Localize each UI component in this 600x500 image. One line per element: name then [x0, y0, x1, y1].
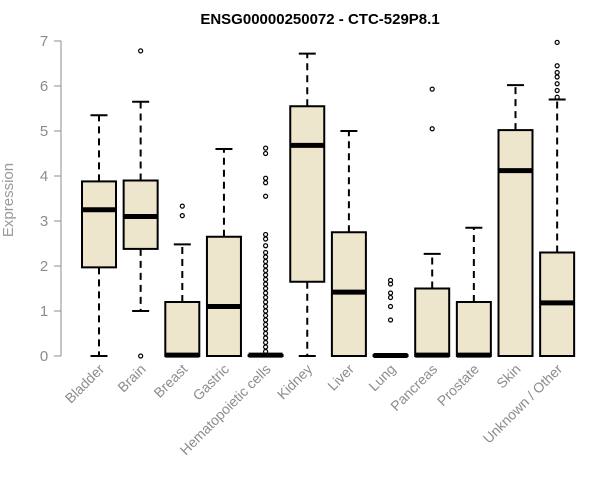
x-tick-label: Lung [365, 361, 398, 394]
x-tick-label: Liver [324, 361, 357, 394]
iqr-box [164, 301, 201, 357]
y-tick-label: 6 [40, 78, 48, 95]
outlier-point [263, 303, 269, 310]
iqr-box [289, 105, 326, 283]
outlier-point [263, 335, 269, 341]
box-lung [372, 277, 409, 359]
box-group [81, 39, 576, 359]
outlier-point [554, 69, 560, 76]
outlier-point [263, 254, 269, 260]
outlier-point [263, 231, 269, 238]
outlier-point [263, 243, 269, 249]
iqr-box [205, 235, 242, 357]
outlier-point [263, 276, 269, 283]
iqr-box [414, 287, 451, 357]
outlier-point [263, 180, 269, 186]
outlier-point [263, 317, 269, 323]
outlier-point [263, 290, 269, 296]
outlier-point [263, 299, 269, 305]
y-tick-label: 3 [40, 213, 48, 230]
outlier-point [263, 312, 269, 319]
outlier-point [263, 294, 269, 301]
outlier-point [263, 285, 269, 292]
outlier-point [554, 39, 560, 45]
y-tick-label: 5 [40, 123, 48, 140]
box-pancreas [414, 86, 451, 358]
box-prostate [455, 226, 492, 358]
iqr-box [497, 129, 534, 357]
x-tick-label: Bladder [62, 361, 108, 407]
outlier-point [263, 175, 269, 181]
box-unknown-other [539, 39, 576, 357]
iqr-box [455, 301, 492, 357]
box-liver [330, 130, 367, 357]
y-axis-label: Expression [0, 163, 17, 237]
outlier-point [179, 203, 185, 209]
y-tick-label: 1 [40, 303, 48, 320]
x-tick-label: Brain [114, 361, 148, 395]
x-tick-label: Breast [150, 361, 190, 401]
box-breast [164, 203, 201, 358]
y-tick-label: 7 [40, 33, 48, 50]
outlier-point [429, 126, 435, 132]
box-kidney [289, 52, 326, 357]
box-brain [122, 48, 159, 359]
box-bladder [81, 114, 117, 357]
chart-title: ENSG00000250072 - CTC-529P8.1 [200, 11, 439, 28]
outlier-point [263, 193, 269, 199]
y-axis: 0 1 2 3 4 5 6 7 [40, 33, 62, 365]
outlier-point [554, 63, 560, 69]
outlier-point [263, 308, 269, 314]
x-tick-label: Kidney [274, 361, 316, 403]
x-tick-label: Prostate [434, 361, 482, 409]
outlier-point [263, 249, 269, 256]
outlier-point [263, 258, 269, 265]
outlier-point [263, 263, 269, 269]
outlier-point [429, 86, 435, 92]
outlier-point [263, 339, 269, 346]
outlier-point [263, 272, 269, 278]
outlier-point [554, 81, 560, 87]
iqr-box [81, 180, 117, 269]
outlier-point [138, 353, 144, 359]
outlier-point [387, 294, 394, 301]
outlier-point [263, 330, 269, 337]
outlier-point [138, 48, 144, 54]
x-tick-label: Skin [493, 361, 524, 392]
outlier-point [263, 321, 269, 328]
outlier-point [263, 326, 269, 332]
outlier-point [263, 344, 269, 350]
outlier-point [263, 267, 269, 274]
y-tick-label: 0 [40, 348, 48, 365]
box-skin [497, 84, 534, 357]
outlier-point [554, 94, 560, 100]
outlier-point [179, 213, 185, 219]
outlier-point [387, 290, 394, 296]
outlier-point [387, 303, 394, 310]
x-tick-label: Unknown / Other [480, 361, 566, 447]
outlier-point [263, 150, 269, 157]
outlier-point [263, 145, 269, 151]
outlier-point [263, 281, 269, 287]
outlier-point [554, 87, 560, 94]
outlier-point [387, 317, 394, 323]
box-hematopoietic-cells [247, 145, 284, 358]
outlier-point [554, 74, 560, 80]
outlier-point [263, 236, 269, 242]
box-gastric [205, 148, 242, 357]
y-tick-label: 4 [40, 168, 48, 185]
outlier-point [387, 277, 394, 283]
y-tick-label: 2 [40, 258, 48, 275]
